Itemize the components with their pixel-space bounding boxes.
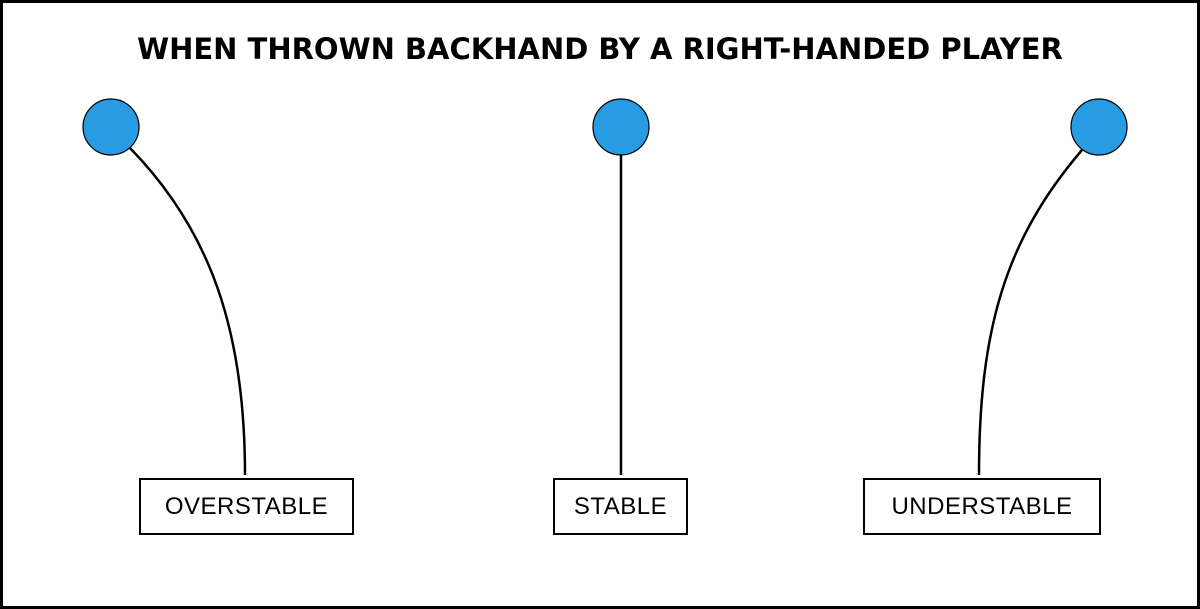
overstable-disc: [82, 98, 140, 156]
diagram-title: WHEN THROWN BACKHAND BY A RIGHT-HANDED P…: [137, 32, 1063, 66]
understable-label: UNDERSTABLE: [863, 478, 1101, 535]
flight-paths: [82, 98, 1128, 476]
understable-flight-path: [977, 149, 1083, 476]
stable-disc: [592, 98, 650, 156]
stable-label: STABLE: [553, 478, 688, 535]
overstable-flight-path: [129, 147, 247, 476]
understable-disc: [1070, 98, 1128, 156]
overstable-label: OVERSTABLE: [139, 478, 354, 535]
